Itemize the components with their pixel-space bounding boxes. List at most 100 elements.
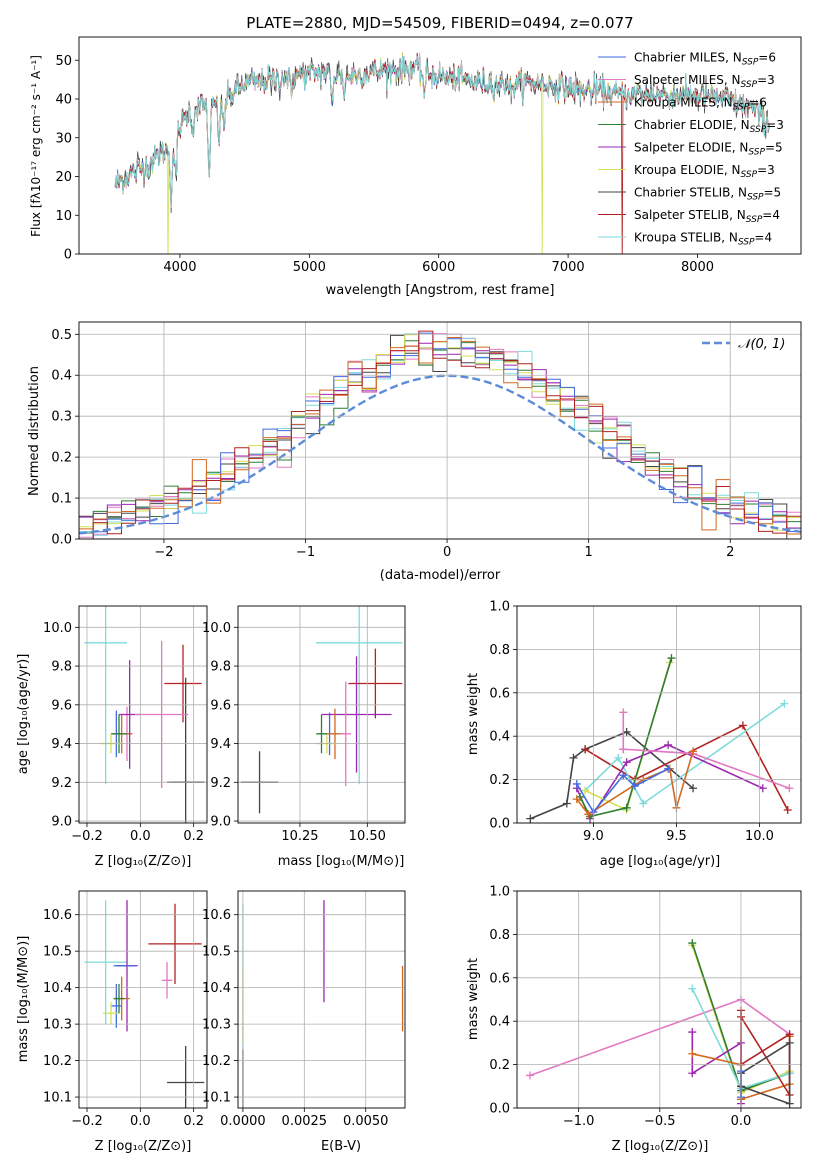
y-tick-label: 0 <box>64 248 72 263</box>
y-tick-label: 10.6 <box>43 908 72 923</box>
plus-marker <box>738 721 747 730</box>
y-tick-label: 9.6 <box>51 698 72 713</box>
spectrum-xlabel: wavelength [Angstrom, rest frame] <box>326 283 555 298</box>
y-tick-label: 0.0 <box>51 533 72 548</box>
plus-marker <box>688 1049 697 1058</box>
legend-subscript: SSP <box>733 103 750 113</box>
y-tick-label: 10.4 <box>202 981 231 996</box>
mass-weight-vs-age-ylabel: mass weight <box>466 673 481 755</box>
y-tick-label: 9.4 <box>210 737 231 752</box>
legend-subscript: SSP <box>747 193 764 203</box>
age-vs-mass-plot-area: 10.25 10.50 9.0 9.2 9.4 9.6 9.8 10.0 <box>202 605 406 844</box>
y-tick-label: 10.5 <box>43 945 72 960</box>
age-vs-mass-panel: 10.25 10.50 9.0 9.2 9.4 9.6 9.8 10.0 mass [log₁… <box>202 605 406 869</box>
y-tick-label: 0.6 <box>489 971 510 986</box>
x-tick-label: 9.5 <box>666 829 687 844</box>
histogram-c_miles <box>79 332 801 539</box>
mass-weight-vs-z-ylabel: mass weight <box>466 958 481 1040</box>
y-tick-label: 10.1 <box>43 1091 72 1106</box>
y-tick-label: 0.5 <box>51 328 72 343</box>
plus-marker <box>562 799 571 808</box>
spectrum-title: PLATE=2880, MJD=54509, FIBERID=0494, z=0… <box>246 14 633 32</box>
plus-marker <box>667 654 676 663</box>
axes-frame <box>516 890 802 1109</box>
y-tick-label: 9.2 <box>51 776 72 791</box>
spectrum-ylabel: Flux [fλ10⁻¹⁷ erg cm⁻² s⁻¹ A⁻¹] <box>29 55 43 237</box>
plus-marker <box>785 1099 794 1108</box>
legend-subscript: SSP <box>738 238 755 248</box>
x-tick-label: 0.0050 <box>343 1114 389 1129</box>
legend-suffix: =4 <box>754 231 772 245</box>
legend-subscript: SSP <box>741 170 758 180</box>
mass-vs-z-ylabel: mass [log₁₀(M/M⊙)] <box>16 936 31 1063</box>
y-tick-label: 9.2 <box>210 776 231 791</box>
series-line-c_stelib <box>740 1041 791 1105</box>
series-line-s_miles <box>623 748 790 790</box>
mass-vs-ebv-xlabel: E(B-V) <box>321 1139 361 1154</box>
x-tick-label: 8000 <box>681 260 714 275</box>
legend-label: Kroupa MILES, NSSP=6 <box>634 96 767 113</box>
plus-marker <box>664 740 673 749</box>
y-tick-label: 10.5 <box>202 945 231 960</box>
y-tick-label: 0.4 <box>51 369 72 384</box>
mass-vs-z-xlabel: Z [log₁₀(Z/Z⊙)] <box>95 1139 192 1154</box>
plus-marker <box>572 779 581 788</box>
legend-label: Salpeter MILES, NSSP=3 <box>634 73 775 90</box>
x-tick-label: −0.2 <box>71 829 103 844</box>
spectrum-series-k_stelib <box>114 52 771 206</box>
plus-marker <box>688 1028 697 1037</box>
plus-marker <box>581 745 590 754</box>
plot-content <box>242 900 404 1108</box>
spectrum-legend: Chabrier MILES, NSSP=6 Salpeter MILES, NS… <box>598 51 784 248</box>
y-tick-label: 9.8 <box>51 660 72 675</box>
legend-subscript: SSP <box>750 125 767 135</box>
y-tick-label: 40 <box>55 93 72 108</box>
legend-suffix: =5 <box>765 141 783 155</box>
y-tick-label: 0.3 <box>51 410 72 425</box>
plot-content <box>79 330 801 539</box>
mass-weight-vs-age-xlabel: age [log₁₀(age/yr)] <box>600 854 721 869</box>
legend-label: Kroupa ELODIE, NSSP=3 <box>634 163 775 180</box>
series-line-s_stelib <box>584 724 789 811</box>
plus-marker <box>785 1030 794 1039</box>
axes-frame <box>78 321 802 540</box>
legend-subscript: SSP <box>741 80 758 90</box>
series-line-c_stelib <box>529 730 694 820</box>
plus-marker <box>526 814 535 823</box>
axes-frame <box>237 890 406 1109</box>
y-tick-label: 9.0 <box>51 815 72 830</box>
y-tick-label: 1.0 <box>489 885 510 900</box>
x-tick-label: −0.5 <box>644 1114 676 1129</box>
legend-subscript: SSP <box>748 148 765 158</box>
x-tick-label: 10.0 <box>745 829 774 844</box>
age-vs-z-xlabel: Z [log₁₀(Z/Z⊙)] <box>95 854 192 869</box>
plot-content <box>114 52 771 254</box>
mass-vs-z-plot-area: −0.2 0.0 0.2 10.1 10.2 10.3 10.4 10.5 10.6 <box>43 890 208 1129</box>
x-tick-label: 5000 <box>293 260 326 275</box>
y-tick-label: 0.4 <box>489 1015 510 1030</box>
plus-marker <box>664 764 673 773</box>
x-tick-label: 0.0025 <box>282 1114 328 1129</box>
y-tick-label: 9.8 <box>210 660 231 675</box>
legend-label: Chabrier ELODIE, NSSP=3 <box>634 118 784 135</box>
plus-marker <box>584 810 593 819</box>
y-tick-label: 1.0 <box>489 600 510 615</box>
x-tick-label: 2 <box>726 545 734 560</box>
x-tick-label: −1 <box>296 545 315 560</box>
mass-vs-ebv-plot-area: 0.0000 0.0025 0.0050 10.1 10.2 10.3 10.4 10.5 10… <box>202 890 406 1129</box>
residuals-panel: −2 −1 0 1 2 0.0 0.1 0.2 0.3 0.4 0.5 𝒩(0, 1) (data-m… <box>27 321 802 583</box>
x-tick-label: 0.0 <box>130 1114 151 1129</box>
x-tick-label: 10.50 <box>349 829 386 844</box>
age-vs-z-ylabel: age [log₁₀(age/yr)] <box>16 654 31 775</box>
x-tick-label: 0.2 <box>183 829 204 844</box>
legend-label: Chabrier MILES, NSSP=6 <box>634 51 776 68</box>
plus-marker <box>630 782 639 791</box>
mass-weight-vs-z-plot-area: −1.0 −0.5 0.0 0.0 0.2 0.4 0.6 0.8 1.0 <box>489 885 802 1129</box>
mass-weight-vs-age-plot-area: 9.0 9.5 10.0 0.0 0.2 0.4 0.6 0.8 1.0 <box>489 600 802 844</box>
y-tick-label: 0.2 <box>51 451 72 466</box>
y-tick-label: 0.0 <box>489 817 510 832</box>
x-tick-label: 6000 <box>422 260 455 275</box>
legend-label: Chabrier STELIB, NSSP=5 <box>634 186 781 203</box>
spectrum-panel: PLATE=2880, MJD=54509, FIBERID=0494, z=0… <box>29 14 802 298</box>
plus-marker <box>785 784 794 793</box>
